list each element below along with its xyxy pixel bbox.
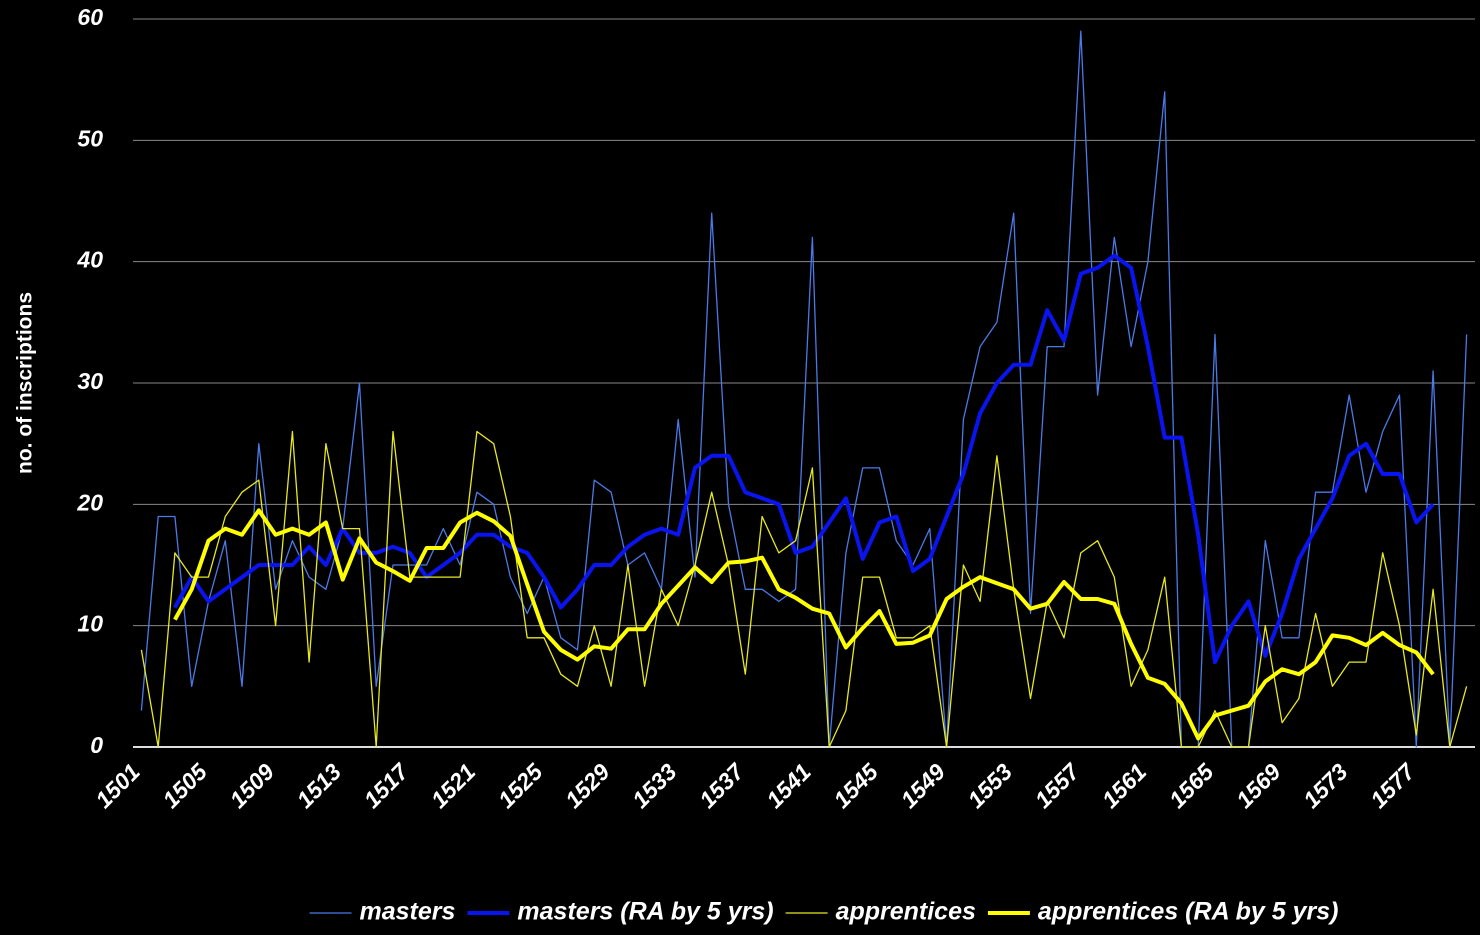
series-line	[140, 430, 1468, 748]
y-tick-label: 30	[77, 368, 103, 394]
x-tick-label: 1561	[1097, 758, 1152, 813]
series-line	[173, 508, 1435, 741]
y-tick-label: 0	[90, 732, 103, 758]
x-tick-label: 1529	[560, 758, 615, 813]
series-line	[173, 253, 1435, 665]
x-tick-label: 1509	[224, 758, 279, 813]
x-tick-label: 1521	[426, 758, 481, 813]
x-tick-label: 1501	[90, 758, 145, 813]
x-tick-label: 1513	[292, 758, 347, 813]
y-tick-label: 10	[77, 611, 103, 637]
x-tick-label: 1573	[1298, 758, 1353, 813]
y-tick-label: 50	[77, 125, 103, 151]
y-tick-label: 60	[77, 4, 103, 30]
x-tick-label: 1517	[359, 758, 414, 813]
y-axis-label: no. of inscriptions	[14, 292, 37, 474]
y-tick-label: 20	[76, 489, 103, 515]
x-tick-label: 1545	[828, 758, 883, 813]
x-tick-label: 1505	[157, 758, 212, 813]
x-tick-label: 1565	[1164, 758, 1219, 813]
x-tick-label: 1557	[1030, 758, 1085, 813]
legend-label: apprentices	[836, 898, 976, 926]
x-tick-label: 1541	[761, 758, 816, 813]
x-tick-label: 1549	[895, 758, 950, 813]
x-tick-label: 1533	[627, 758, 682, 813]
x-tick-label: 1525	[493, 758, 548, 813]
x-tick-label: 1569	[1231, 758, 1286, 813]
legend-label: apprentices (RA by 5 yrs)	[1038, 898, 1339, 926]
y-tick-label: 40	[76, 247, 103, 273]
legend-label: masters	[360, 898, 456, 926]
x-tick-label: 1577	[1365, 758, 1420, 813]
x-tick-label: 1537	[694, 758, 749, 813]
x-tick-label: 1553	[963, 758, 1018, 813]
legend-label: masters (RA by 5 yrs)	[517, 898, 773, 926]
